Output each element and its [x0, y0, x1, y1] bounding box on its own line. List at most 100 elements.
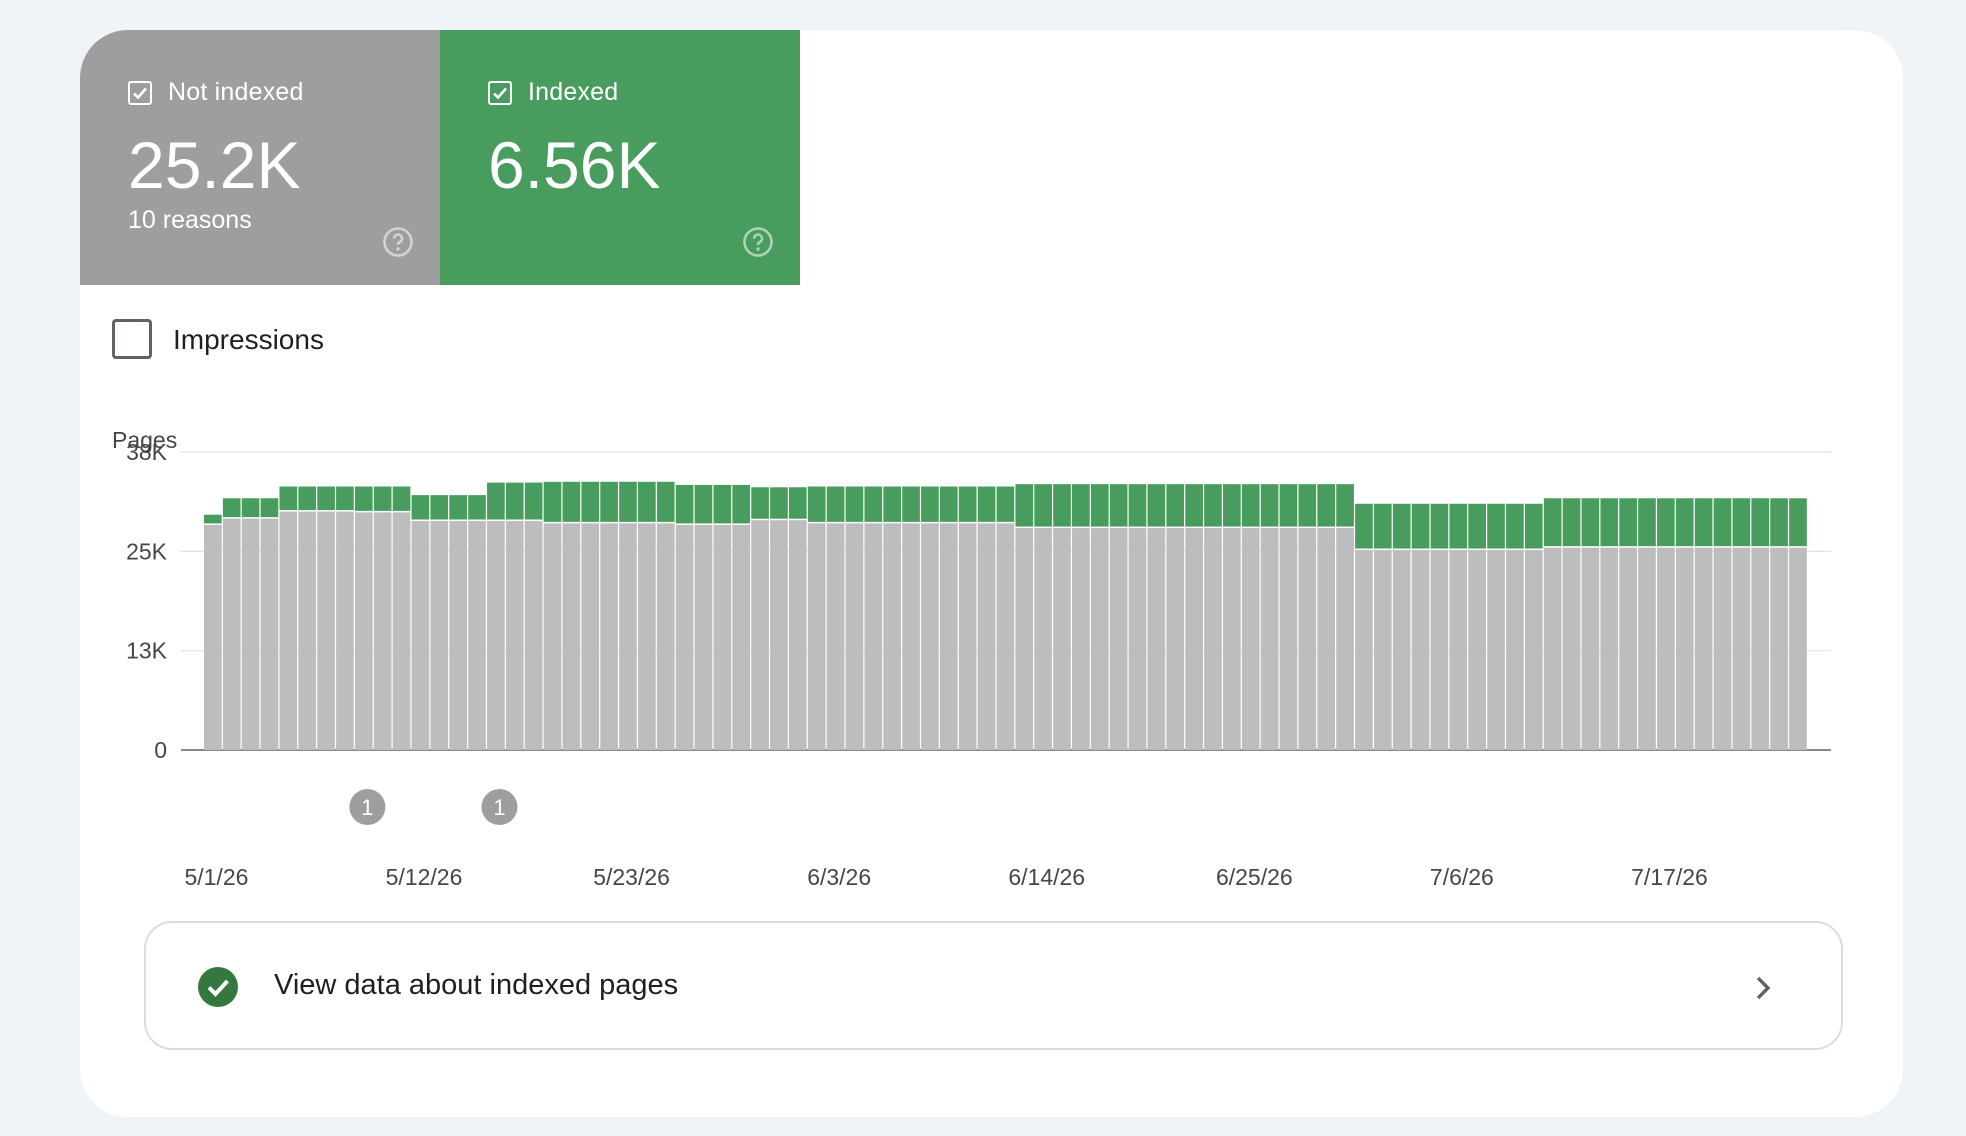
tile-label: Not indexed: [168, 78, 304, 106]
x-tick-label: 6/25/26: [1216, 864, 1293, 890]
bar-indexed: [864, 486, 883, 522]
bar-indexed: [883, 486, 902, 522]
bar-not-indexed: [1770, 547, 1788, 750]
bar-indexed: [619, 481, 637, 522]
bar-indexed: [1298, 484, 1317, 527]
bar-indexed: [1336, 484, 1354, 527]
bar-not-indexed: [1241, 528, 1260, 750]
bar-indexed: [1090, 484, 1109, 527]
bar-indexed: [411, 495, 430, 520]
bar-indexed: [279, 486, 298, 511]
page-indexing-card: Not indexed 25.2K 10 reasons Indexed 6.5…: [80, 30, 1903, 1117]
bar-not-indexed: [1657, 547, 1675, 750]
y-tick-label: 13K: [126, 638, 168, 664]
bar-not-indexed: [505, 521, 524, 750]
bar-indexed: [562, 481, 581, 522]
bar-not-indexed: [656, 523, 675, 750]
bar-not-indexed: [241, 518, 260, 750]
bar-indexed: [770, 487, 788, 519]
bar-indexed: [204, 514, 222, 524]
bar-indexed: [487, 482, 505, 520]
x-tick-label: 5/1/26: [184, 864, 248, 890]
bar-not-indexed: [1713, 547, 1732, 750]
bar-not-indexed: [354, 512, 373, 750]
bar-not-indexed: [770, 520, 788, 750]
tile-subtext: 10 reasons: [128, 206, 252, 234]
impressions-label: Impressions: [173, 324, 324, 355]
link-label: View data about indexed pages: [274, 969, 679, 1001]
annotation-marker: [349, 789, 386, 825]
bar-indexed: [807, 486, 826, 522]
bar-indexed: [354, 486, 373, 511]
bar-indexed: [1657, 498, 1675, 547]
bar-indexed: [1279, 484, 1298, 527]
bar-indexed: [1619, 498, 1637, 547]
bar-indexed: [826, 486, 845, 522]
bar-indexed: [1034, 484, 1052, 527]
tile-indexed[interactable]: Indexed 6.56K: [440, 30, 800, 285]
bar-not-indexed: [1223, 528, 1241, 750]
view-indexed-pages-link[interactable]: View data about indexed pages: [144, 921, 1843, 1050]
bar-indexed: [751, 487, 769, 519]
bar-indexed: [449, 495, 467, 520]
bar-indexed: [1411, 503, 1430, 549]
bar-indexed: [430, 495, 449, 520]
bar-indexed: [1487, 503, 1505, 549]
bar-not-indexed: [619, 523, 637, 750]
bar-not-indexed: [260, 518, 279, 750]
impressions-checkbox[interactable]: [112, 319, 152, 359]
x-tick-label: 6/3/26: [807, 864, 871, 890]
bar-not-indexed: [807, 523, 826, 750]
bar-not-indexed: [1619, 547, 1637, 750]
x-tick-label: 7/17/26: [1631, 864, 1708, 890]
bar-indexed: [713, 484, 732, 524]
bar-not-indexed: [939, 523, 958, 750]
bar-indexed: [392, 486, 411, 511]
check-circle-icon: [198, 967, 238, 1007]
bar-not-indexed: [317, 511, 335, 750]
bar-not-indexed: [373, 512, 392, 750]
bar-not-indexed: [694, 524, 713, 750]
x-tick-label: 5/23/26: [593, 864, 670, 890]
annotation-marker: [481, 789, 518, 825]
bar-not-indexed: [1638, 547, 1656, 750]
bar-indexed: [1694, 498, 1713, 547]
bar-not-indexed: [1336, 528, 1354, 750]
bar-not-indexed: [1015, 528, 1034, 750]
bar-not-indexed: [1562, 547, 1581, 750]
bar-indexed: [581, 481, 600, 522]
help-circle-icon[interactable]: [382, 226, 414, 258]
bar-indexed: [336, 486, 354, 511]
bar-not-indexed: [1487, 550, 1505, 750]
bar-indexed: [468, 495, 486, 520]
bar-indexed: [996, 486, 1015, 522]
bar-not-indexed: [845, 523, 864, 750]
bar-indexed: [1449, 503, 1468, 549]
annotation-label: 1: [493, 795, 505, 820]
bar-indexed: [260, 498, 279, 518]
bar-not-indexed: [864, 523, 883, 750]
bar-indexed: [1675, 498, 1694, 547]
bar-indexed: [675, 484, 694, 524]
bar-not-indexed: [562, 523, 581, 750]
bar-indexed: [1430, 503, 1449, 549]
bar-indexed: [788, 487, 807, 519]
bar-not-indexed: [1204, 528, 1222, 750]
bar-not-indexed: [902, 523, 920, 750]
bar-indexed: [732, 484, 751, 524]
tile-not-indexed[interactable]: Not indexed 25.2K 10 reasons: [80, 30, 440, 285]
bar-indexed: [939, 486, 958, 522]
checkbox-checked-icon[interactable]: [128, 81, 152, 105]
bar-indexed: [1638, 498, 1656, 547]
bar-not-indexed: [1430, 550, 1449, 750]
bar-not-indexed: [1166, 528, 1185, 750]
bar-indexed: [241, 498, 260, 518]
bar-indexed: [1751, 498, 1770, 547]
help-circle-icon[interactable]: [742, 226, 774, 258]
bar-not-indexed: [430, 521, 449, 750]
bar-indexed: [524, 482, 543, 520]
bar-indexed: [656, 481, 675, 522]
checkbox-checked-icon[interactable]: [488, 81, 512, 105]
bar-indexed: [1770, 498, 1788, 547]
bar-not-indexed: [1373, 550, 1392, 750]
